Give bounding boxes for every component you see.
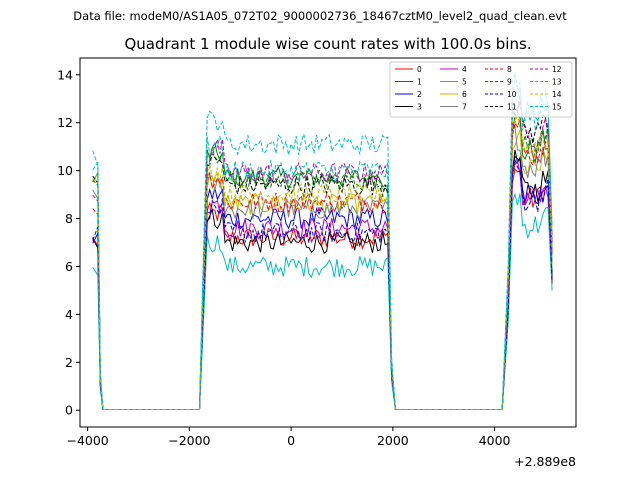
chart-suptitle: Data file: modeM0/AS1A05_072T02_90000027… bbox=[73, 9, 567, 23]
y-tick-label: 6 bbox=[65, 259, 73, 274]
legend-label: 0 bbox=[417, 65, 422, 74]
series-line-9 bbox=[92, 111, 553, 410]
x-offset-label: +2.889e8 bbox=[514, 454, 576, 469]
y-tick-label: 0 bbox=[65, 403, 73, 418]
x-tick-label: −2000 bbox=[168, 433, 210, 448]
y-tick-label: 4 bbox=[65, 307, 73, 322]
legend-box bbox=[389, 61, 573, 118]
series-line-5 bbox=[92, 192, 553, 410]
x-axis: −4000 −2000 0 2000 4000 bbox=[66, 427, 511, 448]
series-line-3 bbox=[92, 149, 553, 410]
legend-label: 3 bbox=[417, 103, 422, 112]
y-tick-label: 8 bbox=[65, 211, 73, 226]
plot-frame bbox=[79, 57, 577, 428]
x-tick-label: 0 bbox=[287, 433, 295, 448]
series-line-6 bbox=[92, 129, 553, 410]
series-line-8 bbox=[92, 118, 553, 410]
series-line-1 bbox=[92, 114, 553, 410]
legend-label: 9 bbox=[507, 78, 512, 87]
y-tick-label: 12 bbox=[57, 115, 73, 130]
y-tick-label: 14 bbox=[57, 67, 73, 82]
legend-label: 5 bbox=[462, 78, 467, 87]
legend-label: 1 bbox=[417, 78, 422, 87]
series-line-11 bbox=[92, 100, 553, 410]
y-tick-label: 2 bbox=[65, 355, 73, 370]
series-line-10 bbox=[92, 157, 553, 410]
legend-label: 13 bbox=[552, 78, 562, 87]
legend-label: 14 bbox=[552, 90, 562, 99]
series-line-15 bbox=[92, 75, 553, 410]
x-tick-label: 2000 bbox=[377, 433, 409, 448]
legend-label: 7 bbox=[462, 103, 467, 112]
x-tick-label: 4000 bbox=[479, 433, 511, 448]
series-line-13 bbox=[92, 72, 553, 410]
series-line-4 bbox=[92, 159, 553, 410]
chart-title: Quadrant 1 module wise count rates with … bbox=[124, 35, 531, 53]
y-axis: 0 2 4 6 8 10 12 14 bbox=[57, 67, 80, 418]
legend-label: 6 bbox=[462, 90, 467, 99]
legend-label: 11 bbox=[507, 103, 517, 112]
legend-label: 10 bbox=[507, 90, 517, 99]
legend-label: 4 bbox=[462, 65, 467, 74]
legend-label: 15 bbox=[552, 103, 562, 112]
y-tick-label: 10 bbox=[57, 163, 73, 178]
plot-lines bbox=[92, 72, 553, 410]
series-line-14 bbox=[92, 113, 553, 410]
series-line-2 bbox=[92, 155, 553, 410]
series-line-12 bbox=[92, 93, 553, 410]
legend-label: 2 bbox=[417, 90, 422, 99]
legend-label: 12 bbox=[552, 65, 562, 74]
legend-label: 8 bbox=[507, 65, 512, 74]
x-tick-label: −4000 bbox=[66, 433, 108, 448]
